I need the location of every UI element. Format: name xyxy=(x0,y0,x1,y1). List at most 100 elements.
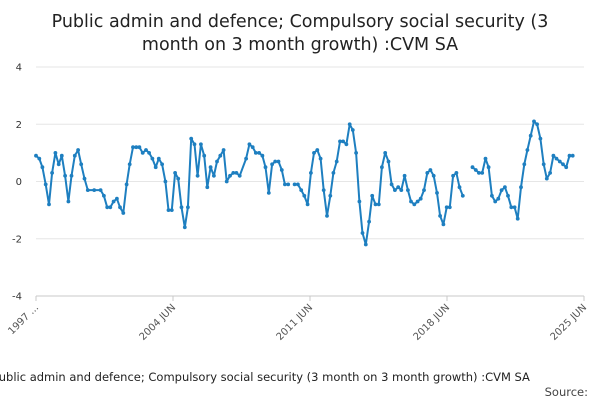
data-point xyxy=(215,159,219,164)
data-point xyxy=(519,185,523,190)
data-point xyxy=(250,145,255,150)
data-point xyxy=(283,182,287,187)
data-point xyxy=(373,202,378,207)
x-tick-label: 2025 JUN xyxy=(549,302,590,343)
data-point xyxy=(425,171,430,175)
data-point xyxy=(360,231,365,235)
data-point xyxy=(153,165,158,170)
data-point xyxy=(163,179,168,184)
data-point xyxy=(383,151,388,155)
data-point xyxy=(325,214,329,218)
data-point xyxy=(457,185,462,190)
data-point xyxy=(260,153,265,158)
data-point xyxy=(431,173,436,178)
y-tick-labels: 4 2 0 -2 -4 xyxy=(12,63,22,303)
data-point xyxy=(302,193,307,198)
data-point xyxy=(202,153,207,158)
data-point xyxy=(376,202,381,207)
data-point xyxy=(483,156,488,161)
data-point xyxy=(47,202,51,207)
data-point xyxy=(56,162,61,167)
data-point xyxy=(561,162,565,167)
data-point xyxy=(199,142,203,147)
data-point xyxy=(237,173,242,178)
data-point xyxy=(454,171,459,175)
data-point xyxy=(522,162,527,167)
data-point xyxy=(156,156,161,161)
data-point xyxy=(347,122,352,127)
data-point xyxy=(247,142,252,147)
data-point xyxy=(79,162,84,167)
data-point xyxy=(218,153,223,158)
data-point xyxy=(234,171,239,175)
data-point xyxy=(228,173,232,178)
data-point xyxy=(137,145,142,150)
data-point xyxy=(63,173,67,178)
data-point xyxy=(570,153,575,158)
data-point xyxy=(82,176,87,181)
data-point xyxy=(292,182,297,187)
data-point xyxy=(367,219,371,224)
data-point xyxy=(512,205,517,210)
data-point xyxy=(557,159,562,164)
data-point xyxy=(338,139,342,144)
data-point xyxy=(480,171,485,175)
y-tick-label: -4 xyxy=(12,292,22,303)
data-point xyxy=(357,199,362,204)
data-point xyxy=(567,153,572,158)
series-line xyxy=(293,123,464,246)
data-point xyxy=(224,179,229,184)
data-point xyxy=(544,176,549,181)
data-point xyxy=(535,122,539,127)
data-point xyxy=(538,136,543,141)
data-point xyxy=(447,205,452,210)
data-point xyxy=(396,185,401,190)
data-point xyxy=(102,193,106,198)
data-point xyxy=(53,151,58,155)
data-point xyxy=(363,242,368,247)
data-point xyxy=(253,151,258,155)
data-point xyxy=(402,173,407,178)
data-point xyxy=(422,188,426,193)
data-point xyxy=(169,208,174,213)
data-point xyxy=(486,165,491,170)
data-point xyxy=(208,165,213,170)
x-tick-label: 2004 JUN xyxy=(138,302,179,343)
data-point xyxy=(370,193,375,198)
data-point xyxy=(499,188,504,193)
data-point xyxy=(189,136,194,141)
data-point xyxy=(418,196,423,201)
data-point xyxy=(532,119,536,124)
data-point xyxy=(309,171,313,175)
data-point xyxy=(386,159,391,164)
data-point xyxy=(350,128,355,132)
data-point xyxy=(195,173,200,178)
data-point xyxy=(435,191,439,195)
data-point xyxy=(477,171,481,175)
data-point xyxy=(160,162,165,167)
data-point xyxy=(296,182,300,187)
data-point xyxy=(124,182,129,187)
data-point xyxy=(551,153,556,158)
data-point xyxy=(525,148,530,152)
x-tick-label: 2018 JUN xyxy=(412,302,453,343)
data-point xyxy=(131,145,135,150)
x-tick-labels: 1997 ... 2004 JUN 2011 JUN 2018 JUN 2025 JUN xyxy=(6,296,589,343)
y-tick-label: -2 xyxy=(12,234,22,245)
data-point xyxy=(506,193,510,198)
data-point xyxy=(393,188,397,193)
series-line xyxy=(35,137,290,229)
data-point xyxy=(179,205,184,210)
legend-label: Public admin and defence; Compulsory soc… xyxy=(0,370,530,384)
data-point xyxy=(503,185,507,190)
data-point xyxy=(564,165,569,170)
data-point xyxy=(192,142,197,147)
y-tick-label: 4 xyxy=(16,63,22,74)
data-point xyxy=(270,162,274,167)
data-point xyxy=(59,153,64,158)
data-point xyxy=(186,205,190,210)
data-point xyxy=(496,196,501,201)
y-tick-label: 0 xyxy=(16,177,22,188)
data-point xyxy=(176,176,181,181)
